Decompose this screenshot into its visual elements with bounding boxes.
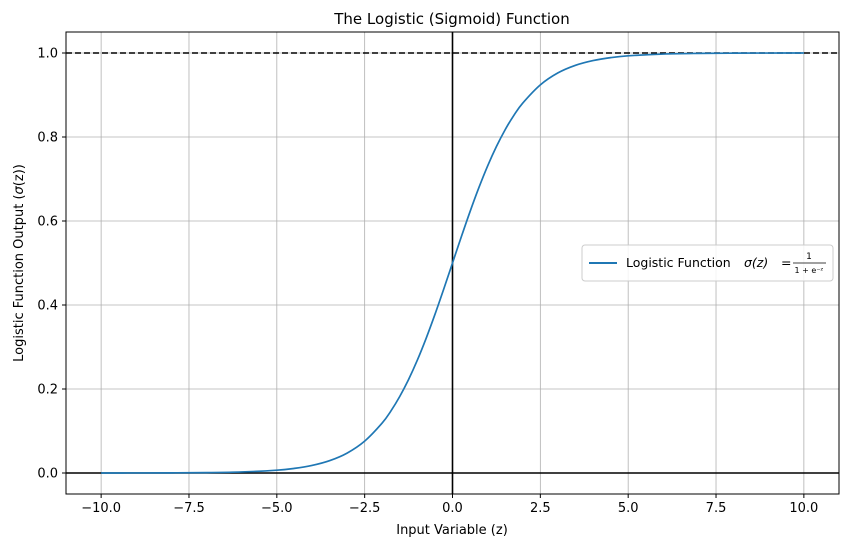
series-layer — [101, 52, 804, 474]
x-tick-label-8: 10.0 — [789, 501, 818, 516]
y-tick-label-1: 0.2 — [37, 383, 58, 398]
y-axis-label: Logistic Function Output (σ(z)) — [12, 164, 27, 362]
legend-box — [581, 244, 834, 282]
y-tick-label-4: 0.8 — [37, 131, 58, 146]
x-tick-label-1: −7.5 — [173, 501, 205, 516]
x-tick-label-4: 0.0 — [442, 501, 463, 516]
y-axis-ticks: 0.0 0.2 0.4 0.6 0.8 1.0 — [37, 47, 66, 482]
y-tick-label-5: 1.0 — [37, 47, 58, 62]
y-tick-label-0: 0.0 — [37, 467, 58, 482]
x-axis-label: Input Variable (z) — [396, 523, 508, 538]
legend-formula-denominator: 1 + e⁻ᶻ — [795, 266, 824, 275]
y-tick-label-3: 0.6 — [37, 215, 58, 230]
x-tick-label-6: 5.0 — [618, 501, 639, 516]
x-axis-ticks: −10.0 −7.5 −5.0 −2.5 0.0 2.5 5.0 7.5 10.0 — [81, 494, 818, 516]
x-tick-label-7: 7.5 — [706, 501, 727, 516]
y-tick-label-2: 0.4 — [37, 299, 58, 314]
series-line-0 — [101, 52, 804, 474]
chart-title: The Logistic (Sigmoid) Function — [333, 10, 569, 28]
legend-formula-eq: = — [781, 255, 791, 270]
x-tick-label-0: −10.0 — [81, 501, 121, 516]
x-tick-label-5: 2.5 — [530, 501, 551, 516]
x-tick-label-3: −2.5 — [349, 501, 381, 516]
x-tick-label-2: −5.0 — [261, 501, 293, 516]
legend-formula-lhs: σ(z) — [744, 255, 768, 270]
legend: Logistic Function σ(z) = 1 1 + e⁻ᶻ — [581, 244, 834, 282]
legend-formula-numerator: 1 — [806, 252, 812, 262]
legend-label-logistic: Logistic Function — [626, 255, 731, 270]
